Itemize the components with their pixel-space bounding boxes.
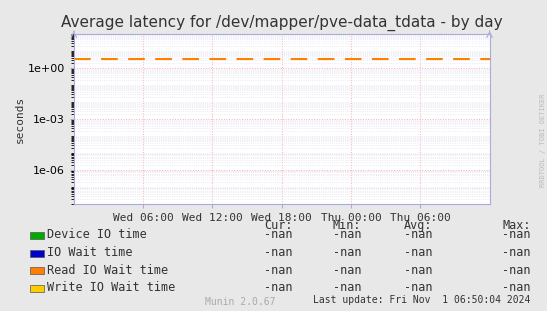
Text: Munin 2.0.67: Munin 2.0.67 [206,297,276,307]
Text: -nan: -nan [404,228,432,241]
Text: -nan: -nan [264,264,293,277]
Text: -nan: -nan [404,264,432,277]
Text: -nan: -nan [404,281,432,295]
Text: Read IO Wait time: Read IO Wait time [47,264,168,277]
Text: -nan: -nan [502,281,531,295]
Text: IO Wait time: IO Wait time [47,246,132,259]
Text: -nan: -nan [502,264,531,277]
Text: -nan: -nan [502,228,531,241]
Text: -nan: -nan [333,264,361,277]
Text: -nan: -nan [404,246,432,259]
Text: -nan: -nan [264,228,293,241]
Text: Avg:: Avg: [404,219,432,232]
Text: Cur:: Cur: [264,219,293,232]
Text: Write IO Wait time: Write IO Wait time [47,281,175,295]
Text: Last update: Fri Nov  1 06:50:04 2024: Last update: Fri Nov 1 06:50:04 2024 [313,295,531,305]
Text: RRDTOOL / TOBI OETIKER: RRDTOOL / TOBI OETIKER [540,93,546,187]
Text: Device IO time: Device IO time [47,228,147,241]
Text: -nan: -nan [502,246,531,259]
Text: -nan: -nan [333,281,361,295]
Text: -nan: -nan [264,281,293,295]
Text: -nan: -nan [264,246,293,259]
Text: Min:: Min: [333,219,361,232]
Text: -nan: -nan [333,246,361,259]
Title: Average latency for /dev/mapper/pve-data_tdata - by day: Average latency for /dev/mapper/pve-data… [61,15,503,31]
Text: Max:: Max: [502,219,531,232]
Text: -nan: -nan [333,228,361,241]
Y-axis label: seconds: seconds [15,95,25,142]
